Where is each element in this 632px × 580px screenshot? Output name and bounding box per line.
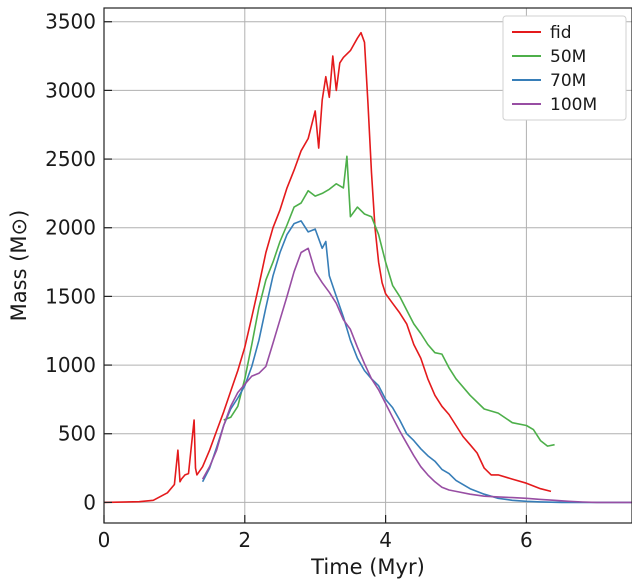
y-tick-label: 1500 — [45, 284, 96, 308]
x-tick-label: 2 — [238, 528, 251, 552]
y-tick-label: 3500 — [45, 10, 96, 34]
series-lines — [103, 31, 632, 504]
legend-label-100m: 100M — [550, 95, 597, 115]
legend-label-70m: 70M — [550, 71, 586, 91]
y-tick-labels: 0 500 1000 1500 2000 2500 3000 3500 — [45, 10, 96, 515]
plot-frame — [103, 7, 632, 524]
series-line-fid — [103, 31, 552, 504]
legend: fid 50M 70M 100M — [502, 15, 627, 121]
legend-label-fid: fid — [550, 23, 572, 43]
x-tick-label: 4 — [379, 528, 392, 552]
x-tick-labels: 0 2 4 6 — [98, 528, 533, 552]
series-line-100m — [201, 247, 632, 504]
x-tick-label: 0 — [98, 528, 111, 552]
y-axis-label: Mass (M⊙) — [7, 210, 31, 322]
y-tick-label: 0 — [83, 490, 96, 514]
series-line-50m — [223, 155, 555, 447]
axis-ticks — [103, 21, 528, 523]
x-axis-label: Time (Myr) — [310, 555, 425, 579]
y-tick-label: 2000 — [45, 216, 96, 240]
y-tick-label: 3000 — [45, 78, 96, 102]
y-tick-label: 2500 — [45, 147, 96, 171]
y-tick-label: 1000 — [45, 353, 96, 377]
legend-box — [502, 15, 627, 121]
legend-label-50m: 50M — [550, 47, 586, 67]
x-tick-label: 6 — [520, 528, 533, 552]
y-tick-label: 500 — [58, 422, 96, 446]
series-line-70m — [201, 220, 632, 504]
